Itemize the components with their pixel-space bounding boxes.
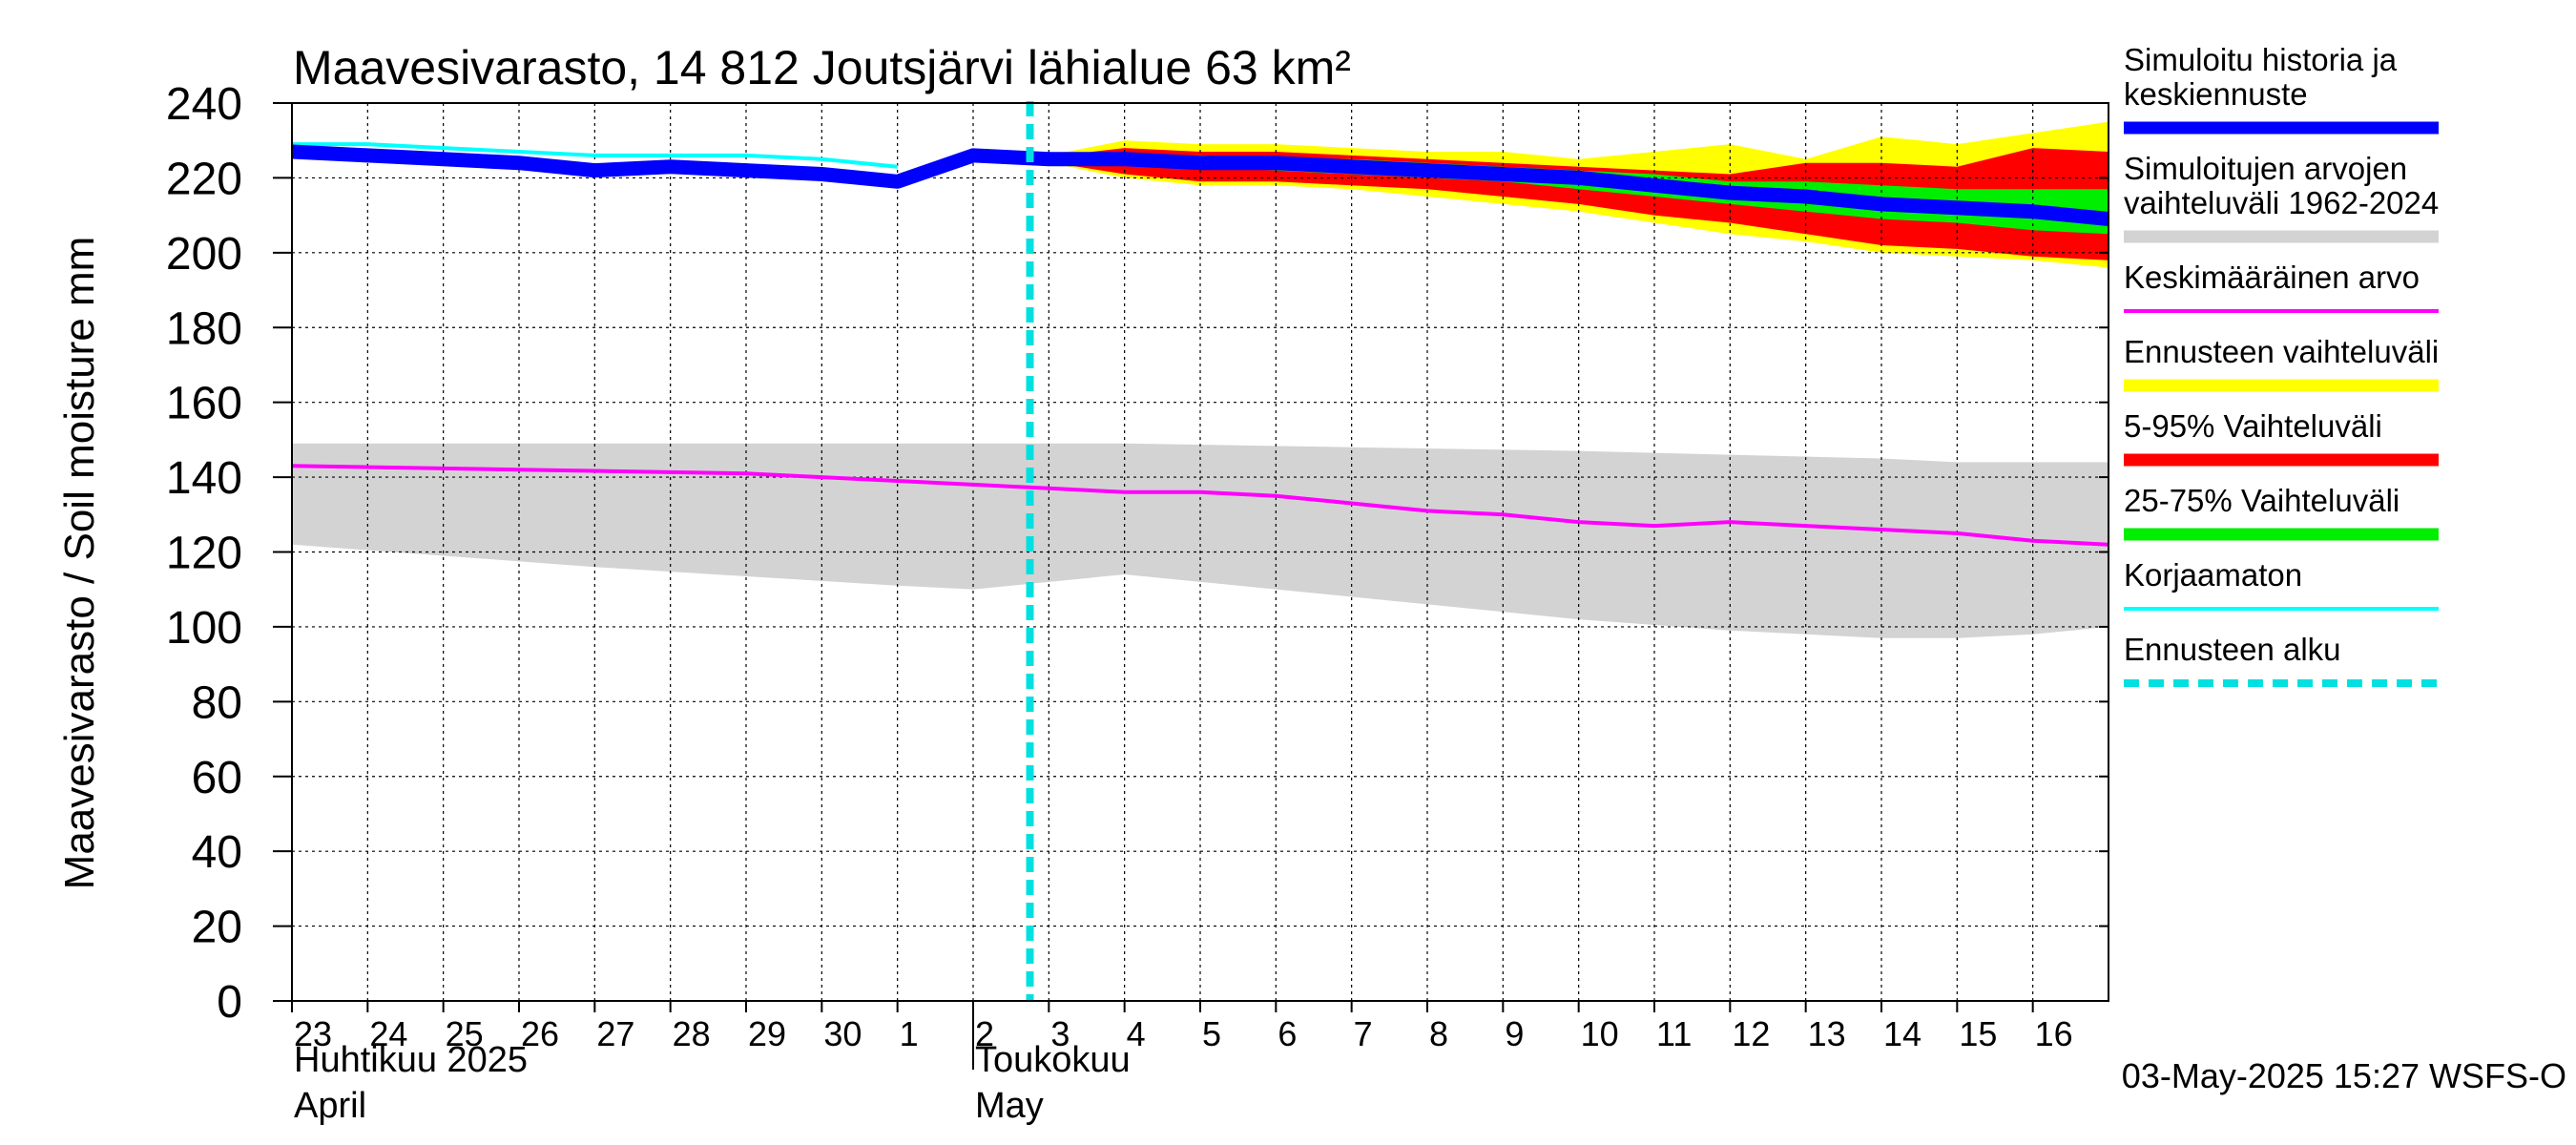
range-25-75-band (1029, 155, 2109, 235)
legend-label: Keskimääräinen arvo (2124, 260, 2420, 295)
chart-title: Maavesivarasto, 14 812 Joutsjärvi lähial… (293, 41, 1351, 94)
simulated-history-line (291, 144, 2109, 226)
x-tick-label: 28 (673, 1014, 711, 1053)
series-lines (291, 101, 2109, 1001)
legend-label: 25-75% Vaihteluväli (2124, 483, 2399, 518)
x-tick-label: 1 (900, 1014, 919, 1053)
legend-label: 5-95% Vaihteluväli (2124, 408, 2382, 444)
y-tick-label: 200 (166, 229, 242, 280)
x-tick-label: 27 (596, 1014, 634, 1053)
timestamp: 03-May-2025 15:27 WSFS-O (2122, 1056, 2566, 1095)
x-tick-label: 14 (1883, 1014, 1922, 1053)
y-tick-label: 120 (166, 529, 242, 579)
y-tick-label: 40 (192, 827, 242, 878)
y-tick-label: 160 (166, 379, 242, 429)
x-tick-label: 13 (1808, 1014, 1846, 1053)
x-tick-label: 2 (975, 1014, 994, 1053)
month-label: Toukokuu (975, 1040, 1131, 1080)
x-tick-label: 30 (823, 1014, 862, 1053)
legend-label: Ennusteen alku (2124, 632, 2341, 667)
legend-label: Simuloitujen arvojen (2124, 151, 2407, 186)
x-tick-label: 12 (1732, 1014, 1770, 1053)
x-tick-label: 3 (1050, 1014, 1070, 1053)
y-axis-label: Maavesivarasto / Soil moisture mm (56, 237, 103, 890)
y-tick-label: 180 (166, 303, 242, 354)
x-tick-label: 7 (1354, 1014, 1373, 1053)
x-tick-label: 25 (446, 1014, 484, 1053)
x-tick-label: 6 (1278, 1014, 1297, 1053)
mean-value-line (291, 464, 2109, 547)
month-label: May (975, 1086, 1044, 1126)
legend-label: vaihteluväli 1962-2024 (2124, 185, 2439, 220)
month-label: April (294, 1086, 366, 1126)
y-tick-label: 20 (192, 903, 242, 953)
x-tick-label: 11 (1656, 1014, 1692, 1053)
x-tick-label: 26 (521, 1014, 559, 1053)
y-tick-label: 0 (217, 977, 242, 1028)
y-tick-label: 220 (166, 154, 242, 204)
uncorrected-line (292, 142, 898, 169)
legend-label: Ennusteen vaihteluväli (2124, 334, 2439, 369)
x-tick-label: 24 (369, 1014, 407, 1053)
x-tick-label: 29 (748, 1014, 786, 1053)
legend-label: Simuloitu historia ja (2124, 42, 2398, 77)
legend-label: Korjaamaton (2124, 557, 2302, 593)
x-tick-label: 10 (1581, 1014, 1619, 1053)
x-tick-label: 5 (1202, 1014, 1221, 1053)
y-tick-label: 240 (166, 79, 242, 130)
x-tick-label: 8 (1429, 1014, 1448, 1053)
y-tick-label: 100 (166, 603, 242, 654)
x-tick-label: 4 (1127, 1014, 1146, 1053)
x-tick-label: 15 (1959, 1014, 1997, 1053)
y-tick-label: 60 (192, 753, 242, 803)
x-tick-label: 9 (1505, 1014, 1524, 1053)
y-tick-label: 80 (192, 677, 242, 728)
month-label: Huhtikuu 2025 (294, 1040, 528, 1080)
legend-label: keskiennuste (2124, 76, 2308, 112)
x-tick-label: 23 (294, 1014, 332, 1053)
range-5-95-band (1029, 148, 2109, 260)
grid-lines (291, 103, 2109, 1001)
x-tick-label: 16 (2035, 1014, 2073, 1053)
y-tick-label: 140 (166, 453, 242, 504)
